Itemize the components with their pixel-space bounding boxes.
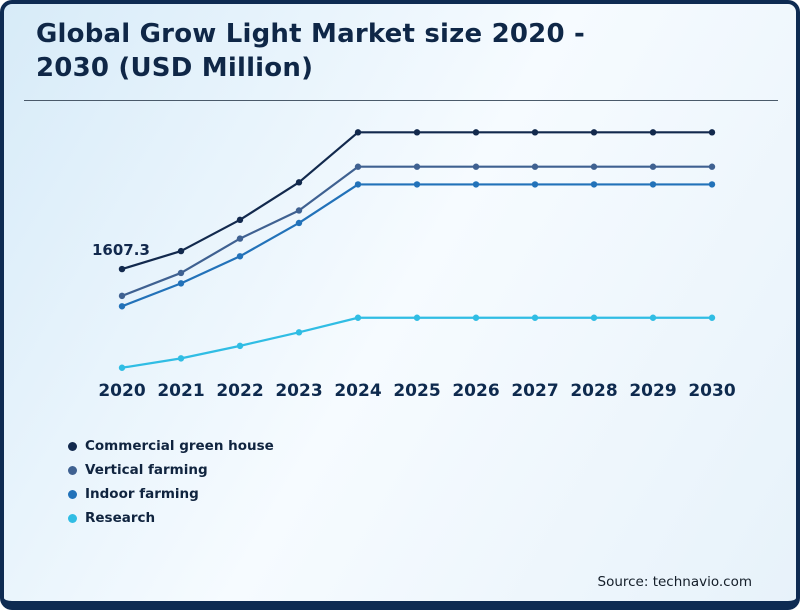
data-point-marker (118, 292, 126, 300)
data-point-marker (295, 329, 303, 336)
x-axis-tick-label: 2024 (334, 381, 381, 401)
data-point-marker (590, 163, 598, 170)
x-axis-tick-label: 2028 (570, 381, 617, 401)
data-point-marker (354, 314, 362, 321)
data-point-marker (531, 181, 539, 188)
data-point-marker (708, 129, 716, 136)
legend-label: Commercial green house (85, 438, 274, 454)
legend-bullet-icon (68, 513, 77, 523)
legend-label: Indoor farming (85, 486, 199, 502)
data-point-marker (649, 314, 657, 321)
data-point-marker (354, 163, 362, 170)
data-point-marker (236, 253, 244, 260)
legend-label: Vertical farming (85, 462, 208, 478)
data-point-marker (590, 129, 598, 136)
data-point-marker (531, 129, 539, 136)
data-point-marker (472, 314, 480, 321)
title-underline (24, 100, 778, 101)
data-point-marker (295, 207, 303, 214)
data-point-marker (236, 216, 244, 224)
data-point-marker (236, 235, 244, 242)
legend-item: Indoor farming (68, 482, 274, 506)
data-point-marker (531, 314, 539, 321)
x-axis-tick-label: 2022 (216, 381, 263, 401)
data-point-marker (472, 163, 480, 170)
x-axis-tick-label: 2027 (511, 381, 558, 401)
x-axis-tick-label: 2020 (98, 381, 145, 401)
data-point-marker (413, 129, 421, 136)
data-point-marker (531, 163, 539, 170)
data-point-marker (590, 181, 598, 188)
data-point-marker (177, 247, 185, 255)
data-point-marker (649, 181, 657, 188)
data-point-marker (177, 269, 185, 277)
legend-bullet-icon (68, 465, 77, 475)
data-point-marker (472, 181, 480, 188)
line-chart-canvas: 1607.3 2020 2021 2022 2023 2024 2025 2026 2027 20… (92, 129, 736, 401)
legend-item: Commercial green house (68, 434, 274, 458)
data-point-marker (118, 265, 126, 273)
data-point-marker (118, 364, 126, 371)
data-point-marker (472, 129, 480, 136)
data-point-marker (590, 314, 598, 321)
data-point-marker (413, 181, 421, 188)
legend-item: Vertical farming (68, 458, 274, 482)
data-point-marker (649, 129, 657, 136)
data-point-marker (354, 129, 362, 136)
legend-item: Research (68, 506, 274, 530)
data-point-marker (177, 280, 185, 287)
legend-label: Research (85, 510, 156, 526)
x-axis-tick-label: 2026 (452, 381, 499, 401)
legend-bullet-icon (68, 489, 77, 499)
data-point-marker (649, 163, 657, 170)
data-point-marker (413, 163, 421, 170)
data-point-marker (295, 179, 303, 186)
chart-title: Global Grow Light Market size 2020 - 203… (36, 19, 585, 83)
series-line (120, 131, 714, 271)
x-axis-tick-label: 2023 (275, 381, 322, 401)
data-point-marker (354, 181, 362, 188)
x-axis-tick-label: 2021 (157, 381, 204, 401)
series-line (120, 183, 714, 308)
x-axis-tick-label: 2025 (393, 381, 440, 401)
x-axis-tick-label: 2029 (629, 381, 676, 401)
data-point-marker (118, 303, 126, 310)
data-point-marker (708, 314, 716, 321)
chart-legend: Commercial green house Vertical farming In… (68, 434, 274, 530)
data-point-marker (295, 219, 303, 227)
data-point-marker (708, 163, 716, 170)
data-point-marker (413, 314, 421, 321)
series-line (120, 316, 714, 369)
data-point-marker (236, 342, 244, 350)
legend-bullet-icon (68, 441, 77, 451)
source-text: Source: technavio.com (597, 574, 753, 590)
data-point-marker (708, 181, 716, 188)
data-label: 1607.3 (92, 241, 150, 259)
x-axis-tick-label: 2030 (688, 381, 735, 401)
data-point-marker (177, 355, 185, 362)
